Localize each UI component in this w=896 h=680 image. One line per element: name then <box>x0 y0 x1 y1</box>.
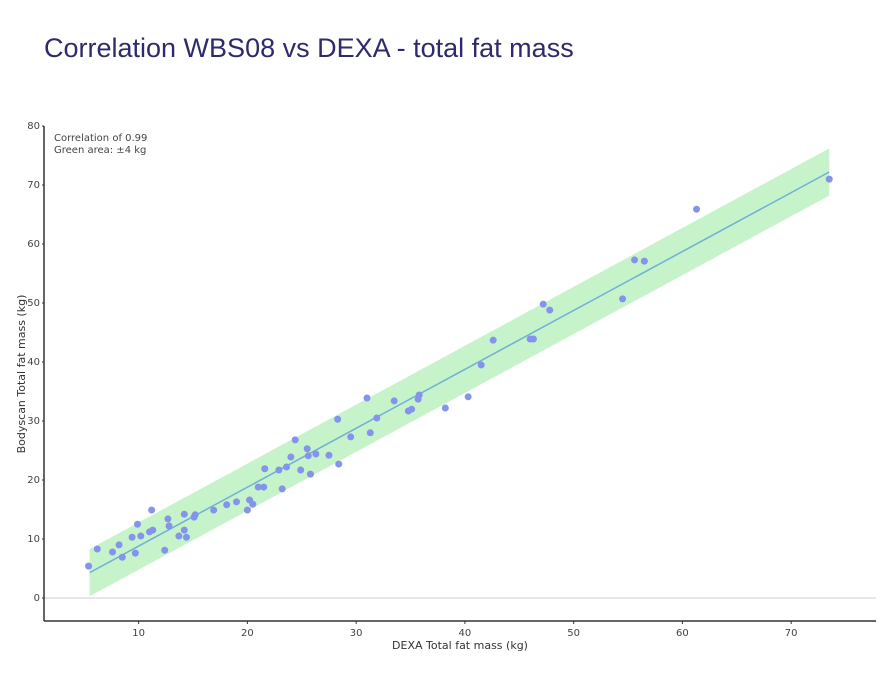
point <box>291 436 299 444</box>
point <box>297 466 305 474</box>
point <box>546 306 554 314</box>
point <box>363 394 371 402</box>
point <box>334 415 342 423</box>
annotation: Green area: ±4 kg <box>54 145 146 156</box>
point <box>304 452 312 460</box>
x-tick-label: 70 <box>785 628 798 639</box>
point <box>275 466 283 474</box>
x-axis-title: DEXA Total fat mass (kg) <box>392 639 528 652</box>
point <box>303 445 311 453</box>
point <box>335 460 343 468</box>
point <box>283 463 291 471</box>
point <box>161 546 169 554</box>
regression-line <box>89 171 830 574</box>
x-tick-label: 30 <box>350 628 363 639</box>
point <box>825 175 833 183</box>
y-tick-label: 70 <box>27 180 40 191</box>
point <box>278 485 286 493</box>
point <box>254 483 262 491</box>
point <box>306 470 314 478</box>
point <box>175 532 183 540</box>
chart-title: Correlation WBS08 vs DEXA - total fat ma… <box>44 33 574 63</box>
point <box>373 414 381 422</box>
point <box>325 451 333 459</box>
point <box>165 522 173 530</box>
y-tick-label: 30 <box>27 416 40 427</box>
point <box>529 335 537 343</box>
point <box>115 541 123 549</box>
y-tick-label: 60 <box>27 239 40 250</box>
point <box>118 553 126 561</box>
x-tick-label: 60 <box>676 628 689 639</box>
x-tick-label: 10 <box>132 628 145 639</box>
point <box>631 256 639 264</box>
point <box>182 533 190 541</box>
point <box>261 465 269 473</box>
point <box>693 205 701 213</box>
y-tick-label: 40 <box>27 357 40 368</box>
point <box>180 510 188 518</box>
point <box>164 515 172 523</box>
point <box>366 429 374 437</box>
point <box>441 404 449 412</box>
point <box>134 520 142 528</box>
point <box>191 511 199 519</box>
x-tick-label: 40 <box>459 628 472 639</box>
point <box>287 453 295 461</box>
x-tick-label: 20 <box>241 628 254 639</box>
point <box>347 433 355 441</box>
point <box>408 405 416 413</box>
y-tick-label: 10 <box>27 534 40 545</box>
y-tick-label: 0 <box>34 593 40 604</box>
y-tick-label: 20 <box>27 475 40 486</box>
point <box>619 295 627 303</box>
y-tick-label: 50 <box>27 298 40 309</box>
point <box>640 257 648 265</box>
point <box>180 526 188 534</box>
point <box>128 533 136 541</box>
point <box>489 336 497 344</box>
point <box>233 498 241 506</box>
point <box>243 506 251 514</box>
point <box>93 545 101 553</box>
x-tick-label: 50 <box>567 628 580 639</box>
point <box>415 391 423 399</box>
point <box>137 532 145 540</box>
point <box>260 483 268 491</box>
point <box>390 397 398 405</box>
point <box>85 562 93 570</box>
point <box>464 393 472 401</box>
point <box>249 500 257 508</box>
point <box>312 450 320 458</box>
annotation: Correlation of 0.99 <box>54 133 147 144</box>
point <box>131 549 139 557</box>
point <box>223 501 231 509</box>
y-axis-title: Bodyscan Total fat mass (kg) <box>15 295 28 454</box>
point <box>539 300 547 308</box>
point <box>210 506 218 514</box>
point <box>477 361 485 369</box>
point <box>148 506 156 514</box>
point <box>109 548 117 556</box>
y-tick-label: 80 <box>27 121 40 132</box>
point <box>149 526 157 534</box>
